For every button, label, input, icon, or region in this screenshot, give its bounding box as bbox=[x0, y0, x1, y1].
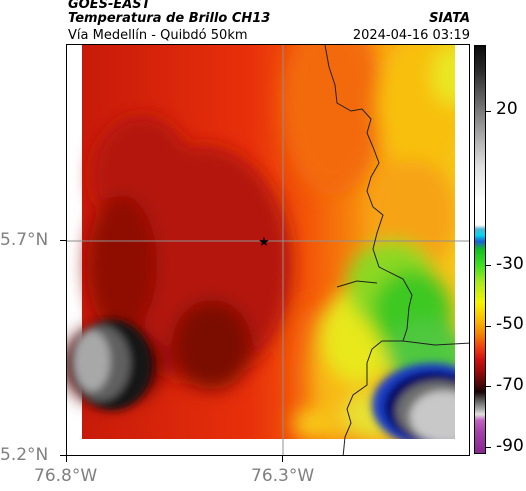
satellite-title: GOES-EAST bbox=[68, 0, 151, 12]
colorbar-label-minus90: -90 bbox=[496, 436, 524, 456]
brightness-temperature-map[interactable]: ★ bbox=[66, 44, 470, 456]
lon-tick bbox=[282, 456, 283, 462]
colorbar-tick bbox=[486, 265, 491, 266]
map-canvas: ★ bbox=[67, 45, 469, 455]
colorbar-tick bbox=[486, 386, 491, 387]
colorbar-tick bbox=[486, 111, 491, 112]
colorbar-tick bbox=[486, 447, 491, 448]
star-icon: ★ bbox=[258, 235, 270, 250]
datetime-label: 2024-04-16 03:19 bbox=[352, 28, 470, 43]
lat-label-5-2: 5.2°N bbox=[0, 445, 49, 465]
location-subtitle: Vía Medellín - Quibdó 50km bbox=[68, 28, 248, 43]
department-boundary-3 bbox=[402, 340, 469, 346]
lon-tick bbox=[66, 456, 67, 462]
lat-label-5-7: 5.7°N bbox=[0, 230, 49, 250]
lat-tick bbox=[60, 455, 66, 456]
colorbar-label-minus30: -30 bbox=[496, 254, 524, 274]
department-boundary bbox=[324, 45, 413, 455]
lon-label-76-8: 76.8°W bbox=[34, 466, 98, 486]
colorbar-label-20: 20 bbox=[496, 99, 518, 119]
colorbar-label-minus70: -70 bbox=[496, 375, 524, 395]
product-title: Temperatura de Brillo CH13 bbox=[68, 11, 271, 26]
lat-tick bbox=[60, 240, 66, 241]
temperature-colorbar bbox=[474, 45, 486, 454]
colorbar-label-minus50: -50 bbox=[496, 314, 524, 334]
organization-label: SIATA bbox=[429, 11, 470, 26]
lon-label-76-3: 76.3°W bbox=[251, 466, 315, 486]
department-boundary-2 bbox=[336, 280, 378, 288]
colorbar-tick bbox=[486, 326, 491, 327]
